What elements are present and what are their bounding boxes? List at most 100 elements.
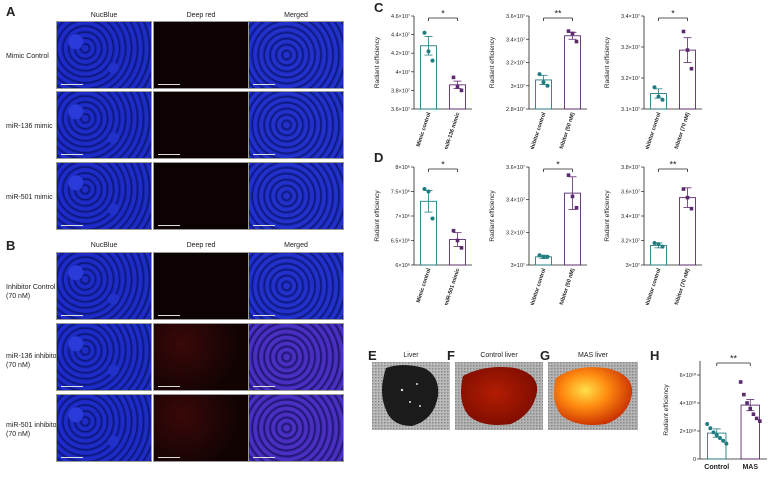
y-tick-label: 7.5×10⁶	[391, 189, 410, 196]
y-axis-label: Radiant efficiency	[663, 384, 670, 436]
category-label: Mimic control	[416, 267, 433, 303]
data-point	[574, 206, 579, 210]
category-label: miR-501 mimic	[444, 268, 462, 305]
data-point	[708, 426, 713, 431]
y-tick-label: 3.4×10⁷	[621, 13, 640, 20]
data-point	[751, 412, 756, 416]
data-point	[455, 238, 460, 243]
data-point	[430, 58, 435, 63]
category-label: Mimic control	[416, 111, 433, 147]
category-label: Inhibitor control	[644, 267, 663, 305]
data-point	[426, 189, 431, 194]
bar	[564, 35, 581, 110]
significance-label: *	[671, 9, 675, 19]
data-point	[451, 228, 456, 233]
y-axis-label: Radiant efficiency	[604, 36, 611, 88]
data-point	[455, 84, 460, 89]
y-tick-label: 3.2×10⁷	[621, 238, 640, 245]
y-tick-label: 4.4×10⁷	[391, 32, 410, 39]
panel-label-h: H	[650, 348, 660, 363]
significance-label: *	[441, 9, 445, 19]
micrograph-nucblue	[56, 252, 152, 320]
micrograph-deep-red	[153, 21, 249, 89]
data-point	[541, 254, 546, 259]
data-point	[426, 49, 431, 54]
data-point	[537, 72, 542, 77]
significance-label: *	[441, 160, 445, 170]
data-point	[681, 29, 686, 34]
y-tick-label: 8×10⁶	[395, 164, 410, 171]
y-tick-label: 3.2×10⁷	[621, 75, 640, 82]
y-axis-label: Radiant efficiency	[374, 36, 381, 88]
micrograph-nucblue	[56, 91, 152, 159]
panel-label-e: E	[368, 348, 377, 363]
category-label: miR-501 inhibitor (50 nM)	[550, 268, 576, 305]
category-label: miR-136 inhibitor (70 nM)	[665, 112, 691, 149]
data-point	[660, 244, 665, 249]
row-label-mir136-mimic: miR-136 mimic	[6, 123, 53, 130]
data-point	[459, 88, 464, 93]
column-title-deep-red: Deep red	[186, 242, 216, 249]
micrograph-merged	[248, 323, 344, 391]
y-tick-label: 2.8×10⁷	[506, 106, 525, 113]
row-label-mir501-mimic: miR-501 mimic	[6, 194, 53, 201]
data-point	[566, 173, 571, 177]
category-label: Inhibitor control	[644, 111, 663, 149]
data-point	[738, 380, 743, 384]
significance-label: **	[669, 160, 677, 170]
row-label-inhibitor-control: Inhibitor Control (70 nM)	[6, 284, 56, 300]
y-tick-label: 3.1×10⁷	[621, 106, 640, 113]
y-tick-label: 7×10⁶	[395, 213, 410, 220]
data-point	[566, 29, 571, 33]
data-point	[685, 195, 690, 200]
data-point	[681, 187, 686, 191]
y-tick-label: 4.2×10⁷	[391, 50, 410, 57]
significance-label: *	[556, 160, 560, 170]
bar	[650, 244, 667, 266]
liver-photo	[372, 362, 450, 430]
data-point	[656, 94, 661, 99]
data-point	[685, 48, 690, 52]
data-point	[748, 406, 753, 411]
bar	[740, 404, 760, 460]
micrograph-deep-red	[153, 162, 249, 230]
y-tick-label: 3×10⁷	[626, 262, 640, 269]
data-point	[430, 216, 435, 221]
data-point	[754, 416, 759, 421]
micrograph-nucblue	[56, 323, 152, 391]
y-tick-label: 4×10⁷	[396, 69, 410, 76]
micrograph-merged	[248, 21, 344, 89]
y-tick-label: 3.4×10⁷	[621, 213, 640, 220]
y-tick-label: 3.6×10⁷	[506, 164, 525, 171]
category-label: miR-136 mimic	[444, 112, 462, 149]
micrograph-deep-red	[153, 394, 249, 462]
y-tick-label: 3.8×10⁷	[391, 87, 410, 94]
data-point	[656, 242, 661, 247]
micrograph-deep-red	[153, 91, 249, 159]
image-title-control-liver: Control liver	[480, 352, 518, 359]
y-tick-label: 3.6×10⁷	[506, 13, 525, 20]
chart-d-mir501-inhibitor-70: 3×10⁷ 3.2×10⁷ 3.4×10⁷ 3.6×10⁷ 3.8×10⁷ Radiant…	[604, 160, 702, 305]
data-point	[422, 30, 427, 35]
data-point	[652, 85, 657, 90]
category-label: miR-136 inhibitor (50 nM)	[550, 112, 576, 149]
column-title-merged: Merged	[284, 12, 308, 19]
data-point	[574, 39, 579, 44]
data-point	[705, 422, 710, 426]
row-label-mir501-inhibitor: miR-501 inhibitor (70 nM)	[6, 422, 59, 438]
panel-label-f: F	[447, 348, 455, 363]
y-axis-label: Radiant efficiency	[604, 190, 611, 242]
significance-label: **	[554, 9, 562, 19]
category-label: Control	[704, 464, 729, 471]
chart-h-control-vs-mas: 0 2×10¹⁰ 4×10¹⁰ 6×10¹⁰ Radiant efficiency Con…	[663, 354, 767, 471]
data-point	[724, 441, 729, 446]
micrograph-deep-red	[153, 252, 249, 320]
significance-label: **	[730, 354, 738, 364]
panel-label-d: D	[374, 150, 384, 165]
row-label-mimic-control: Mimic Control	[6, 53, 49, 60]
chart-c-mir136-inhibitor-70: 3.1×10⁷ 3.2×10⁷ 3.3×10⁷ 3.4×10⁷ Radiant effi…	[604, 9, 702, 149]
y-tick-label: 3.2×10⁷	[506, 60, 525, 67]
micrograph-merged	[248, 394, 344, 462]
category-label: miR-501 inhibitor (70 nM)	[665, 268, 691, 305]
column-title-nucblue: NucBlue	[90, 242, 118, 249]
